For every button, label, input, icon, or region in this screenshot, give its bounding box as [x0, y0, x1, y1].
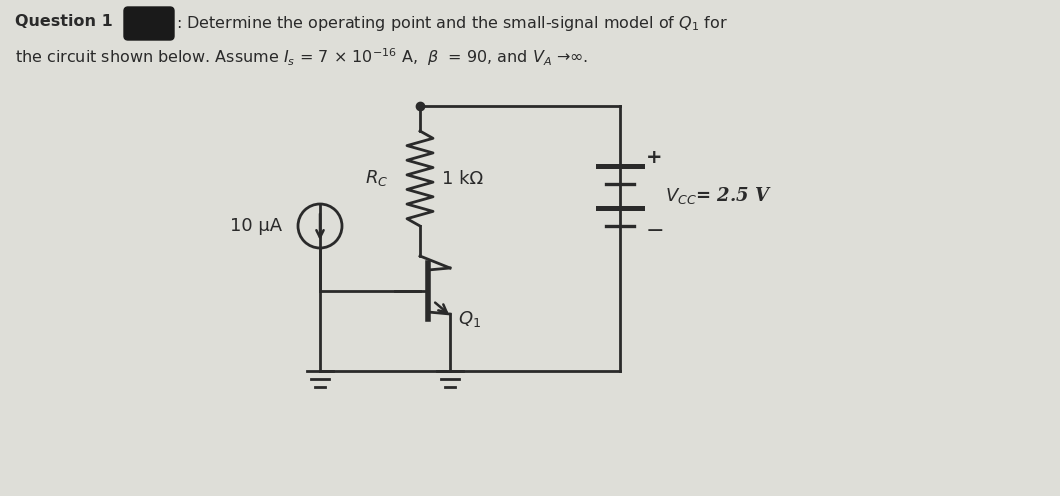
Text: the circuit shown below. Assume $I_s$ = 7 × 10$^{-16}$ A,  $\beta$  = 90, and $V: the circuit shown below. Assume $I_s$ = …	[15, 46, 588, 67]
Text: +: +	[646, 148, 662, 168]
FancyBboxPatch shape	[124, 7, 174, 40]
Text: 1 kΩ: 1 kΩ	[442, 170, 483, 187]
Text: −: −	[646, 221, 665, 241]
Text: $V_{CC}$= 2.5 V: $V_{CC}$= 2.5 V	[665, 186, 772, 206]
Text: $Q_1$: $Q_1$	[458, 309, 481, 329]
Text: $R_C$: $R_C$	[365, 169, 388, 188]
Text: : Determine the operating point and the small-signal model of $Q_1$ for: : Determine the operating point and the …	[176, 14, 728, 33]
Text: Question 1: Question 1	[15, 14, 112, 29]
Text: 10 μA: 10 μA	[230, 217, 282, 235]
